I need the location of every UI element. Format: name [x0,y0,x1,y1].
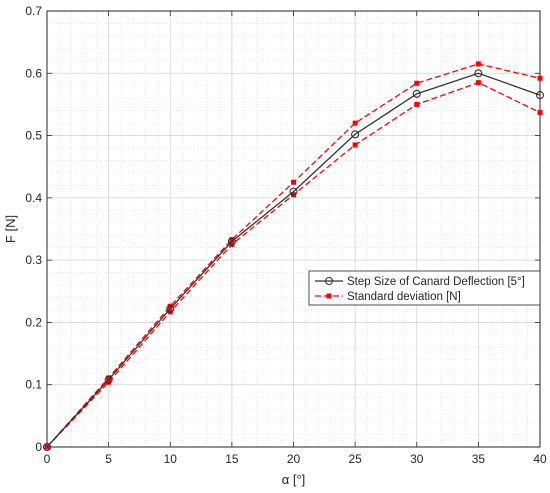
y-axis-title: F [N] [3,215,18,243]
data-point-circle [474,69,483,78]
major-grid [46,10,541,448]
data-point-circle [535,91,545,100]
data-point-circle [227,237,236,246]
data-point-square [106,375,112,381]
legend-marker-circle [324,276,334,286]
x-tick-labels: 0 5 10 15 20 25 30 35 40 [44,452,547,466]
y-tick-label: 0.2 [25,315,42,329]
data-point-circle [42,442,52,452]
data-point-square [352,120,358,126]
y-tick-label: 0.1 [25,378,42,392]
x-tick-label: 10 [164,452,178,466]
x-tick-label: 20 [287,452,301,466]
x-axis-title: α [°] [282,472,306,487]
series-layer [42,61,545,452]
data-point-square [414,80,420,86]
legend-marker-square [326,293,332,299]
legend: Step Size of Canard Deflection [5°] Stan… [308,270,541,306]
y-tick-label: 0.3 [25,253,42,267]
legend-entry-step-size: Step Size of Canard Deflection [5°] [315,276,525,288]
legend-label-standard-deviation: Standard deviation [N] [347,291,461,303]
data-point-circle [351,130,360,139]
x-tick-label: 15 [225,452,239,466]
y-tick-label: 0 [35,440,42,454]
data-point-circle [412,89,421,98]
y-tick-label: 0.5 [25,129,42,143]
x-tick-label: 35 [472,452,486,466]
series-line-0 [46,72,541,448]
y-tick-label: 0.6 [25,66,42,80]
data-point-square [414,101,420,107]
data-point-square [229,237,235,243]
data-point-square [291,179,296,185]
y-tick-label: 0.4 [25,191,42,205]
legend-label-step-size: Step Size of Canard Deflection [5°] [347,276,525,288]
series-0 [42,69,545,452]
data-point-square [537,75,543,81]
legend-box [308,270,541,306]
data-point-circle [104,375,113,384]
data-point-square [537,110,543,116]
data-point-square [475,61,481,67]
x-tick-label: 5 [105,452,112,466]
x-tick-label: 40 [533,452,547,466]
legend-entry-standard-deviation: Standard deviation [N] [315,291,461,303]
data-point-square [475,80,481,86]
y-tick-labels: 0 0.1 0.2 0.3 0.4 0.5 0.6 0.7 [25,4,42,454]
data-point-circle [289,187,298,196]
data-point-square [106,379,112,385]
x-tick-label: 30 [410,452,424,466]
x-tick-label: 0 [44,452,51,466]
data-point-circle [166,304,175,313]
data-point-square [167,303,173,309]
data-point-square [352,142,358,148]
tick-marks [46,10,541,448]
x-tick-label: 25 [348,452,362,466]
y-tick-label: 0.7 [25,4,42,18]
